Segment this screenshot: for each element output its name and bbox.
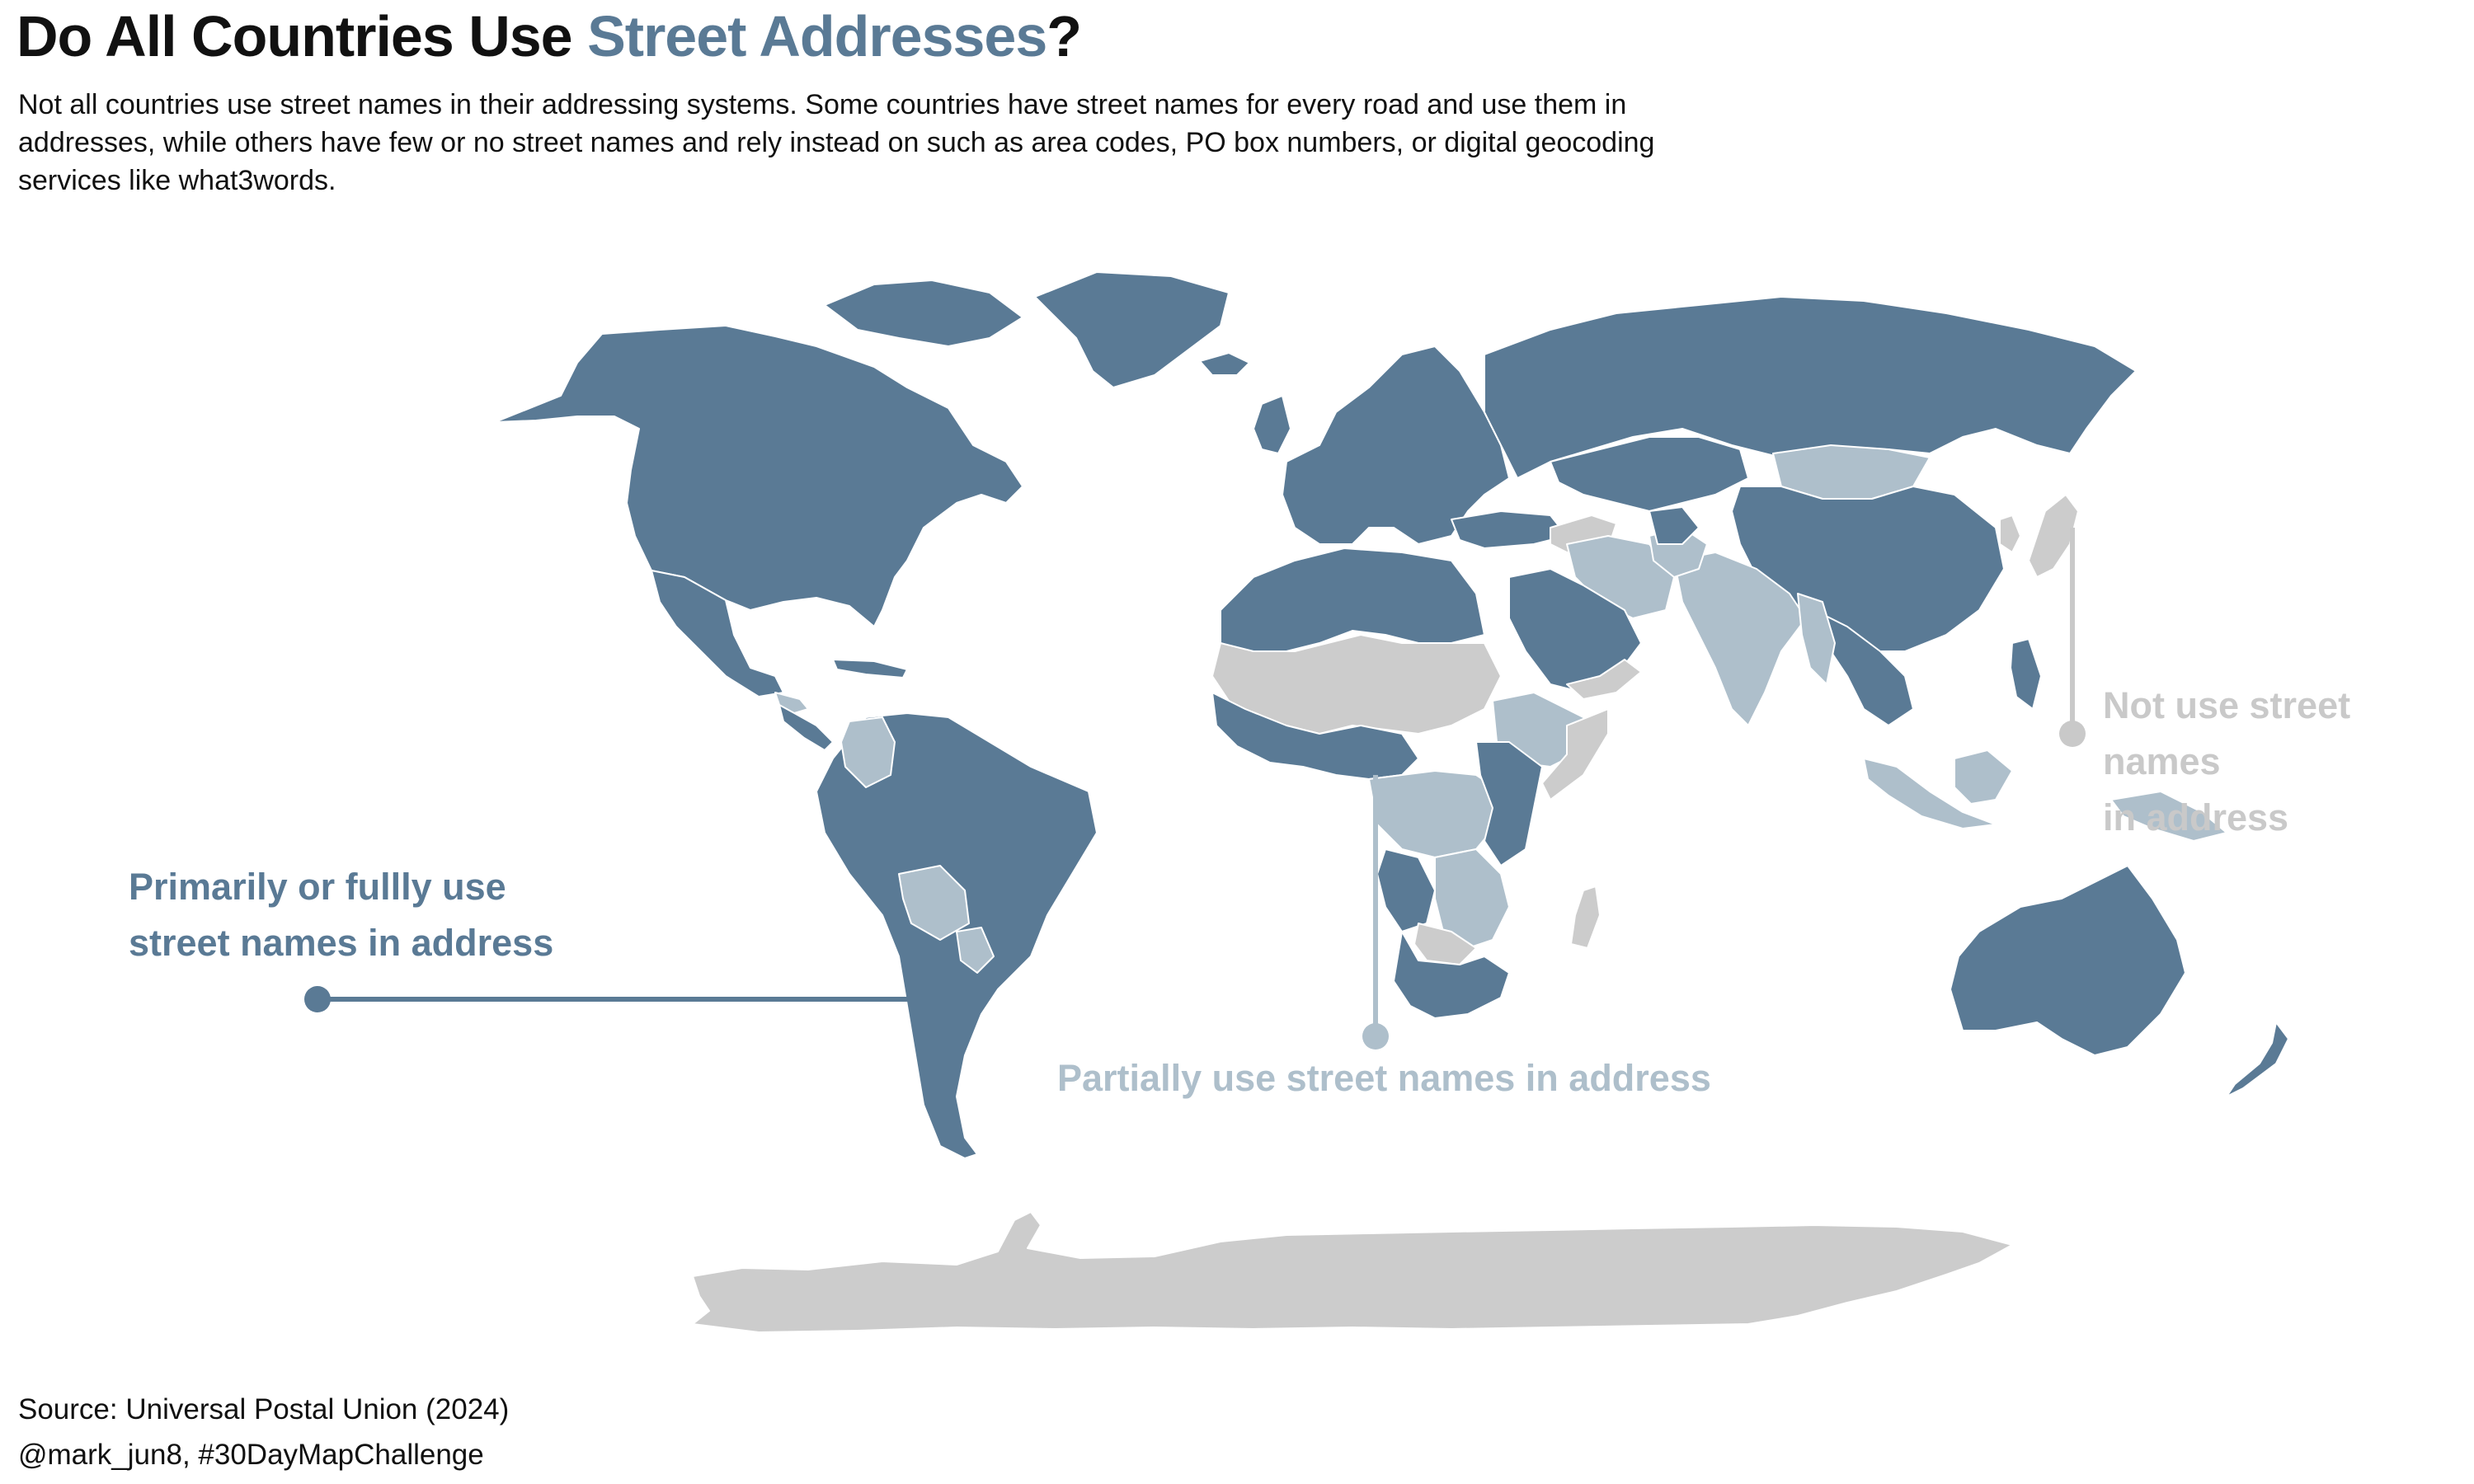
- caribbean: [832, 659, 908, 679]
- legend-label-primary-line1: Primarily or fullly use: [129, 866, 506, 908]
- india: [1673, 552, 1807, 726]
- borneo: [1954, 749, 2013, 805]
- legend-label-partial: Partially use street names in address: [1057, 1057, 1711, 1099]
- afghanistan: [1649, 506, 1700, 545]
- angola-zambia: [1376, 848, 1436, 932]
- map-subtitle: Not all countries use street names in th…: [18, 89, 1655, 196]
- somalia: [1541, 708, 1609, 801]
- arctic-islands: [824, 279, 1023, 347]
- legend-label-none-line2: in address: [2103, 796, 2289, 838]
- legend-label-primary-line2: street names in address: [129, 922, 554, 964]
- title-highlight: Street Addresses: [587, 4, 1047, 68]
- colombia: [840, 716, 896, 788]
- indonesia: [1863, 758, 1997, 829]
- new-zealand: [2226, 1021, 2289, 1097]
- leader-dot-primary: [304, 986, 331, 1012]
- europe: [1282, 345, 1510, 545]
- source-note: Source: Universal Postal Union (2024): [18, 1393, 510, 1425]
- north-africa: [1220, 547, 1485, 652]
- east-africa: [1475, 741, 1543, 866]
- greenland: [1034, 271, 1230, 388]
- iceland: [1199, 352, 1250, 376]
- leader-dot-partial: [1362, 1023, 1389, 1050]
- central-asia: [1550, 436, 1749, 512]
- map-title: Do All Countries Use Street Addresses?: [16, 3, 1082, 69]
- central-america: [778, 704, 834, 751]
- central-africa: [1368, 770, 1502, 858]
- legend-label-none-line1: Not use street names: [2103, 684, 2351, 782]
- legend-label-none: Not use street names in address: [2103, 678, 2474, 846]
- japan: [2028, 494, 2079, 578]
- south-africa: [1393, 931, 1510, 1019]
- paraguay: [956, 927, 995, 974]
- southern-africa-partial: [1434, 848, 1510, 949]
- myanmar: [1797, 593, 1836, 685]
- north-america: [494, 325, 1023, 627]
- leader-dot-none: [2059, 721, 2086, 747]
- yemen-oman: [1566, 659, 1642, 700]
- credit-note: @mark_jun8, #30DayMapChallenge: [18, 1439, 484, 1471]
- russia: [1484, 296, 2137, 479]
- mexico: [651, 570, 784, 697]
- annotation-leaders: [304, 528, 2086, 1050]
- madagascar: [1570, 885, 1601, 949]
- bolivia: [898, 865, 970, 941]
- philippines: [2010, 638, 2042, 710]
- title-prefix: Do All Countries Use: [16, 4, 588, 68]
- legend-label-primary: Primarily or fullly use street names in …: [129, 859, 553, 971]
- uk-ireland: [1253, 395, 1291, 454]
- korea: [1999, 514, 2021, 553]
- antarctica: [692, 1211, 2013, 1333]
- title-suffix: ?: [1047, 4, 1082, 68]
- australia: [1950, 865, 2186, 1056]
- central-america-partial: [774, 692, 809, 715]
- new-guinea: [2110, 791, 2227, 842]
